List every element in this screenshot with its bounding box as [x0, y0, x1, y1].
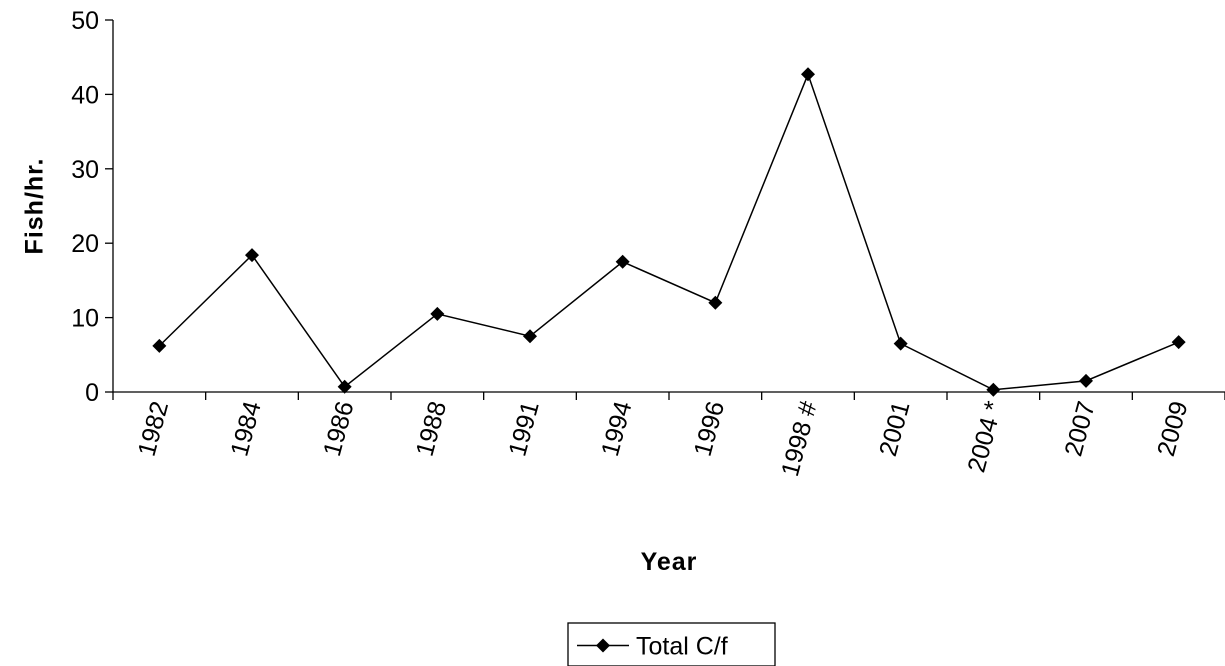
data-point [152, 338, 167, 353]
data-point [1171, 335, 1186, 350]
data-point [615, 254, 630, 269]
data-point [801, 67, 815, 82]
x-tick-label: 1991 [503, 398, 544, 459]
data-point [986, 382, 1001, 397]
y-tick-label: 40 [71, 81, 99, 109]
data-point [893, 336, 908, 351]
y-tick-label: 20 [71, 230, 99, 258]
x-tick-label: 1994 [596, 398, 637, 459]
y-tick-label: 30 [71, 156, 99, 184]
x-axis-title: Year [641, 548, 698, 576]
legend-marker [596, 638, 610, 653]
data-point [1079, 373, 1093, 388]
y-tick-label: 50 [71, 7, 99, 35]
data-point [523, 329, 537, 344]
x-tick-label: 2001 [874, 398, 915, 459]
x-tick-label: 2004 * [962, 398, 1008, 475]
x-tick-label: 1996 [689, 398, 730, 459]
y-tick-label: 0 [85, 379, 99, 407]
data-point [708, 295, 723, 310]
series-line [158, 72, 1179, 391]
data-point [245, 248, 259, 263]
x-tick-label: 1986 [318, 398, 359, 459]
x-tick-label: 1998 # [776, 398, 823, 479]
legend-label: Total C/f [636, 633, 728, 661]
x-tick-label: 2009 [1152, 398, 1193, 459]
y-axis-title: Fish/hr. [21, 158, 49, 255]
x-tick-label: 2007 [1059, 398, 1100, 459]
x-tick-label: 1988 [411, 398, 452, 459]
data-point [337, 379, 352, 394]
x-tick-label: 1982 [133, 398, 174, 459]
data-point [430, 306, 445, 321]
y-tick-label: 10 [71, 305, 99, 333]
x-tick-label: 1984 [225, 398, 266, 459]
